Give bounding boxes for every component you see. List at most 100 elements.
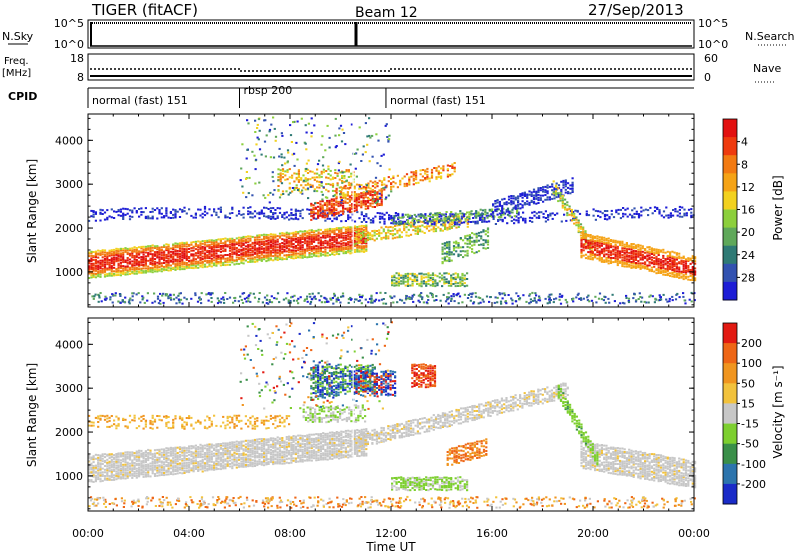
power-cell	[267, 247, 270, 250]
power-cell	[308, 249, 311, 252]
power-cell	[656, 208, 659, 210]
power-cell	[242, 235, 245, 238]
power-cell	[353, 229, 357, 232]
power-cell	[306, 183, 310, 186]
power-cell	[147, 215, 150, 218]
power-cell	[399, 179, 402, 182]
power-cell	[619, 240, 622, 243]
power-cell	[538, 215, 541, 218]
power-cell	[292, 245, 295, 248]
power-cell	[253, 258, 257, 261]
power-cell	[401, 213, 404, 216]
power-cell	[210, 214, 213, 217]
power-cell	[662, 293, 665, 296]
power-cell	[94, 256, 97, 259]
power-cell	[324, 230, 327, 233]
power-cell	[333, 240, 336, 243]
power-cell	[542, 186, 545, 189]
power-cell	[387, 229, 390, 232]
power-cell	[129, 297, 132, 300]
power-cell	[355, 183, 359, 186]
power-cell	[446, 296, 449, 299]
nave-tick-top: 60	[704, 52, 718, 65]
power-cell	[349, 175, 353, 178]
power-cell	[666, 270, 669, 272]
power-cell	[158, 248, 161, 251]
power-cell	[325, 170, 328, 172]
power-cell	[279, 176, 282, 179]
power-cell	[206, 241, 209, 244]
power-cell	[228, 263, 232, 266]
power-cell	[443, 244, 446, 247]
power-cell	[274, 249, 277, 252]
power-cell	[349, 228, 352, 231]
power-cell	[650, 258, 653, 261]
power-cell	[452, 277, 455, 279]
power-cell	[203, 252, 207, 255]
power-cell	[355, 231, 358, 234]
power-cell	[206, 249, 209, 252]
power-cell	[594, 235, 597, 238]
power-cell	[450, 295, 453, 298]
power-cell	[684, 266, 688, 269]
power-cell	[172, 216, 175, 219]
colorbar-swatch	[723, 263, 737, 283]
power-cell	[92, 297, 95, 300]
power-cell	[315, 245, 318, 247]
power-cell	[683, 208, 686, 211]
power-cell	[666, 266, 669, 269]
power-cell	[356, 211, 359, 214]
power-cell	[249, 292, 252, 295]
power-cell	[675, 258, 678, 261]
power-cell	[318, 299, 321, 302]
power-cell	[607, 237, 610, 240]
power-cell	[181, 245, 184, 248]
power-cell	[347, 218, 350, 221]
power-cell	[199, 258, 202, 261]
power-cell	[484, 247, 487, 250]
power-cell	[647, 214, 650, 217]
power-cell	[463, 277, 466, 280]
power-cell	[480, 237, 483, 240]
power-cell	[579, 297, 582, 300]
power-cell	[337, 211, 340, 214]
power-cell	[313, 253, 316, 256]
power-cell	[122, 214, 125, 217]
power-cell	[188, 257, 191, 260]
power-cell	[253, 236, 257, 239]
power-cell	[628, 260, 631, 263]
power-cell	[470, 293, 474, 296]
power-cell	[607, 249, 610, 252]
power-cell	[274, 241, 277, 244]
power-cell	[415, 176, 418, 178]
power-cell	[496, 301, 499, 304]
power-cell	[294, 233, 297, 236]
power-cell	[147, 245, 150, 248]
power-cell	[344, 220, 347, 222]
power-cell	[276, 246, 279, 249]
power-cell	[255, 143, 258, 146]
power-cell	[349, 244, 352, 247]
power-cell	[331, 182, 335, 185]
power-cell	[198, 296, 201, 299]
power-cell	[126, 252, 129, 255]
power-cell	[564, 206, 567, 209]
power-cell	[328, 208, 331, 211]
power-cell	[353, 248, 357, 251]
power-cell	[199, 298, 202, 301]
power-cell	[416, 227, 419, 230]
power-cell	[158, 209, 161, 211]
power-cell	[203, 257, 207, 260]
power-cell	[368, 117, 371, 120]
power-cell	[278, 207, 282, 210]
power-cell	[517, 199, 520, 202]
power-cell	[464, 220, 467, 223]
power-cell	[353, 198, 356, 201]
power-cell	[313, 254, 316, 257]
power-cell	[335, 145, 338, 147]
power-cell	[378, 203, 381, 206]
power-cell	[591, 249, 594, 252]
power-cell	[616, 253, 619, 256]
power-cell	[336, 172, 339, 175]
power-cell	[600, 240, 603, 243]
